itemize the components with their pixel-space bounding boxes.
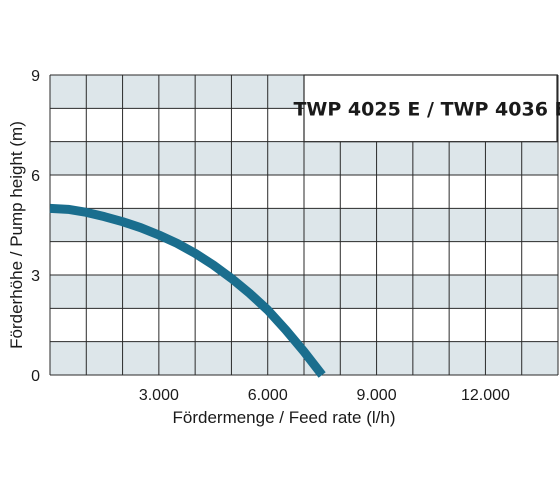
title-box xyxy=(303,74,558,143)
y-axis-label: Förderhöhe / Pump height (m) xyxy=(7,121,26,349)
x-tick-label: 3.000 xyxy=(139,387,179,404)
x-tick-label: 9.000 xyxy=(357,387,397,404)
x-axis-label: Fördermenge / Feed rate (l/h) xyxy=(173,408,396,427)
y-tick-label: 6 xyxy=(31,168,40,185)
y-tick-labels: 0 3 6 9 xyxy=(31,68,40,385)
y-tick-label: 9 xyxy=(31,68,40,85)
curve-layer xyxy=(49,203,326,378)
x-tick-label: 12.000 xyxy=(461,387,510,404)
chart-title: TWP 4025 E / TWP 4036 E xyxy=(293,98,560,120)
pump-curve-line xyxy=(49,203,326,378)
x-tick-labels: 3.000 6.000 9.000 12.000 xyxy=(139,387,510,404)
y-tick-label: 0 xyxy=(31,368,40,385)
y-tick-label: 3 xyxy=(31,268,40,285)
grid-lines xyxy=(49,74,559,376)
x-tick-label: 6.000 xyxy=(248,387,288,404)
